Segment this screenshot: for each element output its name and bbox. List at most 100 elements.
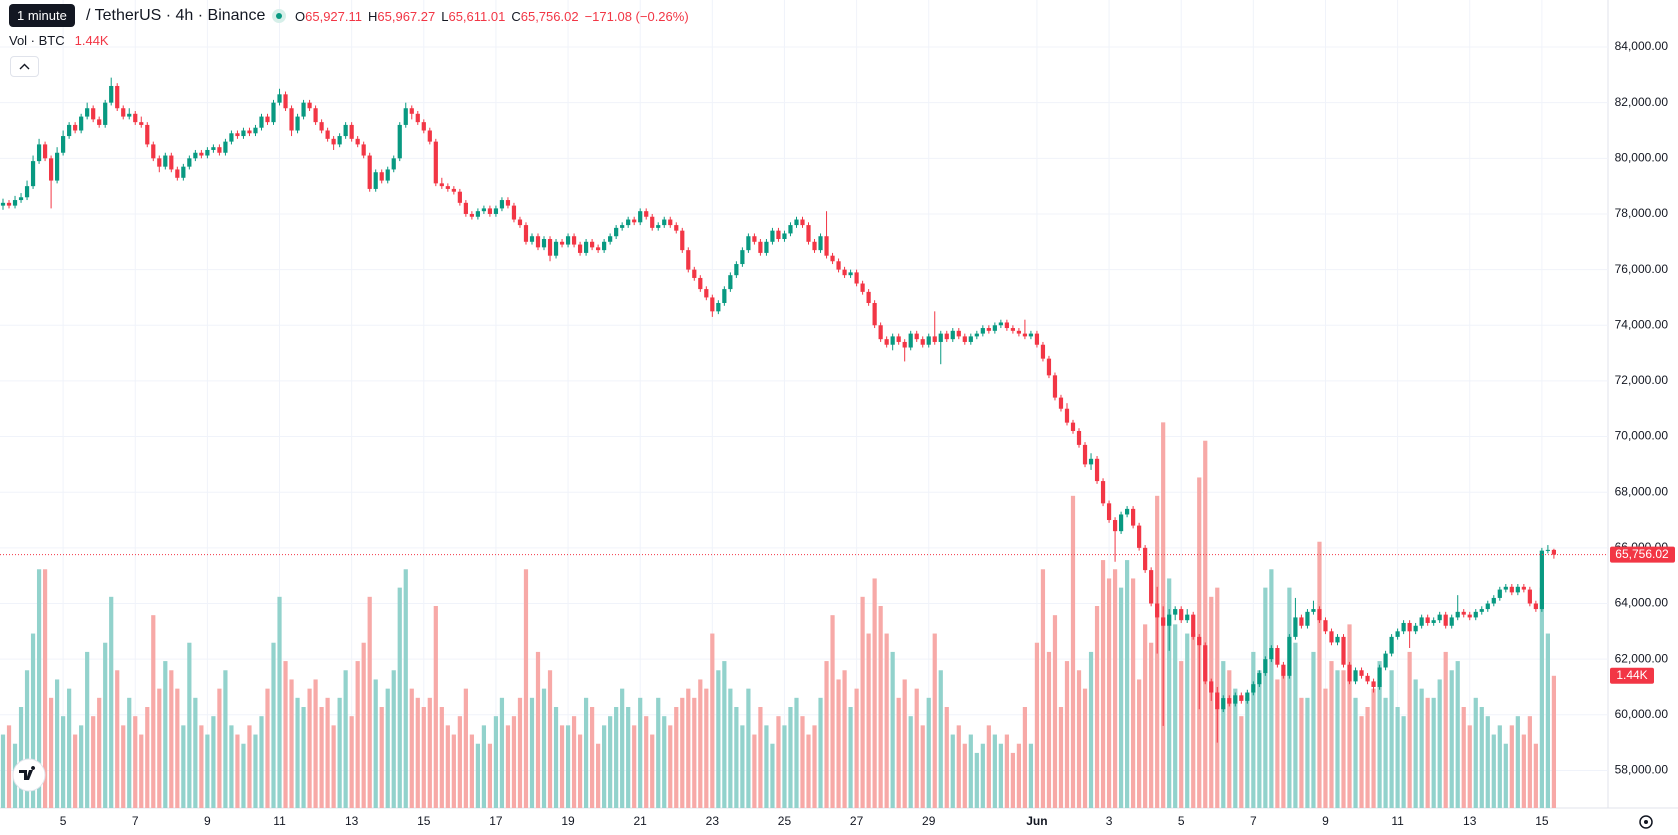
candle-body xyxy=(1365,675,1370,682)
volume-bar xyxy=(211,716,216,808)
volume-bar xyxy=(1509,725,1514,808)
volume-bar xyxy=(878,606,883,808)
candle-body xyxy=(115,85,120,109)
volume-bar xyxy=(836,679,841,808)
volume-bar xyxy=(487,743,493,808)
symbol-title[interactable]: / TetherUS · 4h · Binance xyxy=(86,7,266,24)
settings-button[interactable] xyxy=(1639,815,1653,829)
candle-body xyxy=(992,325,997,331)
candle-body xyxy=(1143,547,1148,571)
last-price-label: 65,756.02 xyxy=(1615,547,1669,561)
candle-body xyxy=(1124,508,1130,515)
candle-body xyxy=(782,233,787,240)
candle-body xyxy=(295,116,300,131)
x-tick-label: 5 xyxy=(60,814,67,828)
volume-bar xyxy=(385,688,390,808)
chevron[interactable] xyxy=(19,63,30,70)
volume-bar xyxy=(127,697,132,808)
y-tick-label: 60,000.00 xyxy=(1615,707,1669,721)
candle-body xyxy=(914,333,919,340)
candle-body xyxy=(1497,589,1502,598)
volume-bar xyxy=(1425,697,1430,808)
candle-body xyxy=(433,141,438,184)
volume-bar xyxy=(1124,560,1130,808)
candle-body xyxy=(271,102,276,123)
volume-bar xyxy=(409,688,414,808)
candle-body xyxy=(553,241,559,256)
candle-body xyxy=(980,328,985,334)
volume-bar xyxy=(830,615,835,808)
volume-bar xyxy=(139,734,144,808)
volume-bar xyxy=(6,725,12,808)
candle-body xyxy=(391,158,396,170)
x-tick-label: 23 xyxy=(706,814,720,828)
candle-body xyxy=(770,230,775,242)
candle-body xyxy=(247,130,252,134)
volume-bar xyxy=(656,697,661,808)
candle-body xyxy=(139,122,144,125)
candle-body xyxy=(313,108,318,123)
candle-body xyxy=(704,289,709,298)
candle-body xyxy=(91,108,96,120)
candle-body xyxy=(614,227,619,237)
candle-body xyxy=(1515,586,1520,593)
market-status[interactable] xyxy=(272,9,286,23)
candle-body xyxy=(48,158,54,181)
candle-body xyxy=(1479,609,1484,612)
volume-bar xyxy=(1191,633,1196,808)
collapse-icon[interactable] xyxy=(11,57,38,76)
volume-bar xyxy=(728,688,733,808)
collapse-button[interactable] xyxy=(10,56,39,77)
volume-bar xyxy=(67,688,72,808)
volume-bar xyxy=(764,725,769,808)
candle-body xyxy=(1401,622,1406,632)
candle-body xyxy=(493,208,499,214)
logo-mark[interactable] xyxy=(19,766,36,780)
candle-body xyxy=(1539,550,1544,610)
volume-bar xyxy=(1100,560,1106,808)
y-tick-label: 58,000.00 xyxy=(1615,763,1669,777)
volume-bar xyxy=(800,716,805,808)
candle-body xyxy=(626,219,631,226)
volume-bar xyxy=(668,725,673,808)
candle-body xyxy=(427,130,432,142)
candle-body xyxy=(866,291,871,303)
candle-body xyxy=(1449,617,1454,626)
volume-bar xyxy=(662,716,667,808)
volume-bar xyxy=(541,688,547,808)
candle-body xyxy=(24,186,30,198)
volume-bar xyxy=(115,670,120,808)
volume-bar xyxy=(794,697,799,808)
candle-body xyxy=(67,124,72,137)
volume-bar xyxy=(674,707,679,808)
volume-bar xyxy=(553,707,559,808)
candle-body xyxy=(1419,617,1424,626)
volume-bar xyxy=(1245,697,1250,808)
candle-body xyxy=(1185,614,1190,621)
volume-bar xyxy=(169,670,174,808)
candle-body xyxy=(596,247,601,251)
volume-bar xyxy=(1389,670,1394,808)
volume-bar xyxy=(1311,651,1316,808)
volume-bar xyxy=(391,670,396,808)
candle-body xyxy=(241,130,246,137)
gear-hub[interactable] xyxy=(1644,820,1648,824)
candle-body xyxy=(1209,681,1214,693)
tradingview-logo[interactable] xyxy=(12,758,46,792)
candle-body xyxy=(926,336,931,345)
volume-bar xyxy=(223,670,228,808)
volume-bar xyxy=(1149,642,1154,808)
candle-body xyxy=(764,241,769,253)
volume-bar xyxy=(848,707,853,808)
candle-body xyxy=(373,172,378,189)
volume-bar xyxy=(782,725,787,808)
candle-body xyxy=(265,116,270,123)
candle-body xyxy=(974,333,979,337)
volume-bar xyxy=(577,734,583,808)
volume-bar xyxy=(277,596,282,808)
volume-bar xyxy=(824,661,829,808)
volume-bar xyxy=(397,587,402,808)
gear-ring[interactable] xyxy=(1639,815,1653,829)
volume-bar xyxy=(914,688,919,808)
volume-bar xyxy=(1251,651,1256,808)
